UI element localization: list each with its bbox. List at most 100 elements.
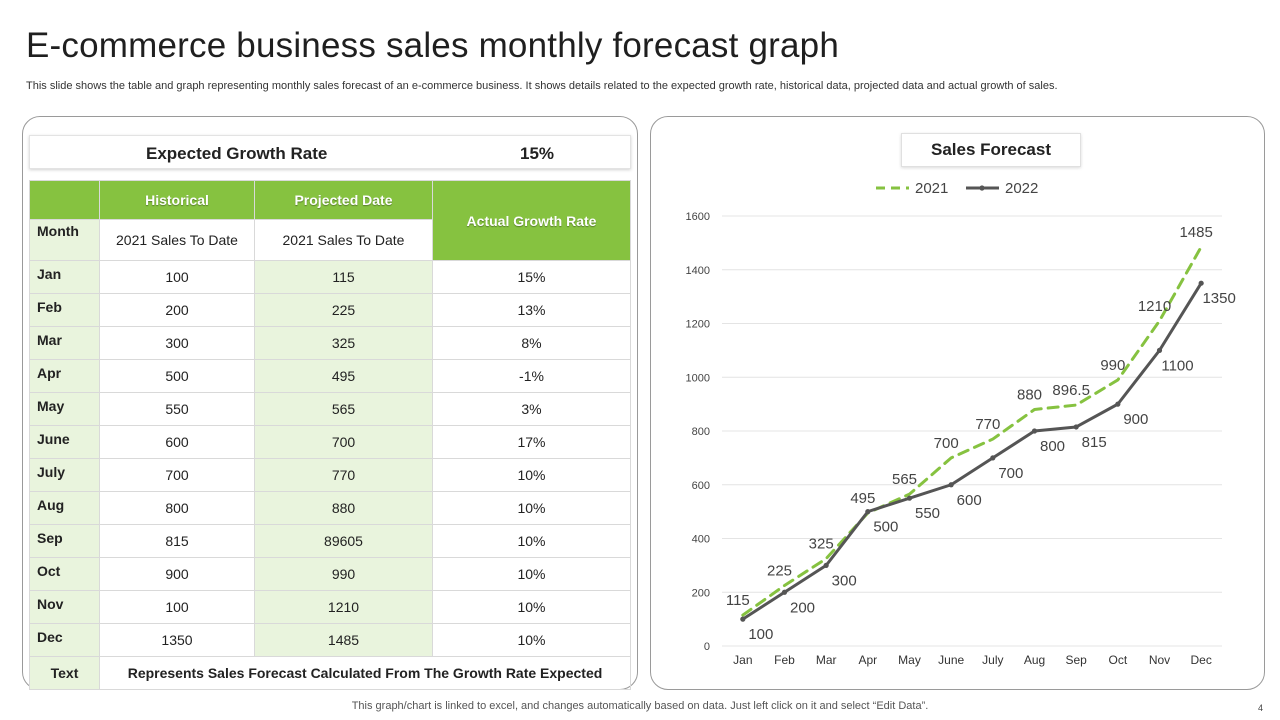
projected-cell: 225 [254,293,433,327]
month-cell: Nov [29,590,100,624]
month-cell: Sep [29,524,100,558]
projected-cell: 880 [254,491,433,525]
expected-growth-box: Expected Growth Rate 15% [29,135,631,169]
data-point-2022 [1031,428,1038,434]
table-row: Jan 100 115 15% [29,260,631,294]
actual-growth-cell: 10% [432,623,631,657]
table-row: Dec 1350 1485 10% [29,623,631,657]
legend-label-2022: 2022 [1005,180,1038,197]
data-label-2021: 495 [850,490,875,507]
header-historical: Historical [99,180,255,220]
historical-cell: 550 [99,392,255,426]
month-cell: July [29,458,100,492]
data-label-2021: 565 [892,471,917,488]
data-label-2022: 1100 [1161,357,1193,374]
data-label-2022: 300 [832,572,857,589]
header-actual-growth: Actual Growth Rate [432,180,631,261]
historical-cell: 700 [99,458,255,492]
data-point-2022 [990,455,996,461]
header-blank-cell [29,180,100,220]
table-row: Feb 200 225 13% [29,293,631,327]
projected-cell: 565 [254,392,433,426]
table-row: Apr 500 495 -1% [29,359,631,393]
header-sub-historical: 2021 Sales To Date [99,219,255,261]
month-cell: Jan [29,260,100,294]
projected-cell: 770 [254,458,433,492]
historical-cell: 1350 [99,623,255,657]
x-tick-label: Apr [858,653,877,667]
historical-cell: 900 [99,557,255,591]
projected-cell: 1210 [254,590,433,624]
header-month: Month [29,219,100,261]
y-tick-label: 600 [692,480,710,492]
data-label-2021: 880 [1017,387,1042,404]
data-label-2021: 896.5 [1052,382,1090,399]
chart-title: Sales Forecast [901,133,1081,167]
projected-cell: 990 [254,557,433,591]
x-tick-label: July [982,653,1003,667]
series-line-2021 [741,245,1203,617]
x-tick-label: May [898,653,921,667]
historical-cell: 600 [99,425,255,459]
actual-growth-cell: 10% [432,590,631,624]
actual-growth-cell: 10% [432,491,631,525]
data-label-2022: 700 [998,465,1023,482]
table-row: Aug 800 880 10% [29,491,631,525]
page-subtitle: This slide shows the table and graph rep… [26,80,1058,92]
x-tick-label: Mar [816,653,837,667]
data-label-2022: 100 [748,626,773,643]
series-line-2022 [741,281,1203,621]
projected-cell: 89605 [254,524,433,558]
chart-panel: Sales Forecast [650,116,1265,690]
month-cell: Feb [29,293,100,327]
footer-note: This graph/chart is linked to excel, and… [351,700,929,712]
historical-cell: 815 [99,524,255,558]
data-point-2022 [906,495,913,501]
x-tick-label: Sep [1065,653,1087,667]
table-row: Mar 300 325 8% [29,326,631,360]
data-point-2022 [1115,401,1121,407]
data-point-2022 [781,589,788,595]
header-sub-projected: 2021 Sales To Date [254,219,433,261]
x-tick-label: Feb [774,653,795,667]
data-point-2022 [1198,280,1204,286]
month-cell: Dec [29,623,100,657]
historical-cell: 500 [99,359,255,393]
text-row-label: Text [29,656,100,690]
actual-growth-cell: 8% [432,326,631,360]
month-cell: Mar [29,326,100,360]
y-tick-label: 1200 [686,319,710,331]
x-tick-label: Aug [1024,653,1045,667]
data-label-2022: 900 [1123,411,1148,428]
month-cell: Apr [29,359,100,393]
data-label-2021: 225 [767,563,792,580]
data-label-2021: 1210 [1138,298,1171,315]
data-point-2022 [865,509,871,515]
legend-label-2021: 2021 [915,180,948,197]
data-label-2022: 200 [790,599,815,616]
text-row-description: Represents Sales Forecast Calculated Fro… [99,656,631,690]
x-tick-label: June [938,653,964,667]
data-label-2021: 325 [809,536,834,553]
actual-growth-cell: 15% [432,260,631,294]
data-point-2022 [948,482,954,488]
x-tick-label: Nov [1149,653,1170,667]
x-tick-label: Jan [733,653,752,667]
page-title: E-commerce business sales monthly foreca… [26,26,839,65]
expected-growth-value: 15% [520,144,555,163]
data-label-2021: 115 [726,592,750,609]
y-tick-label: 1400 [686,265,710,277]
historical-cell: 800 [99,491,255,525]
actual-growth-cell: 10% [432,524,631,558]
sales-table: Historical Projected Date Actual Growth … [29,180,631,690]
data-label-2021: 990 [1100,357,1125,374]
y-tick-label: 0 [704,641,710,653]
data-label-2021: 770 [975,416,1000,433]
y-tick-label: 200 [692,587,710,599]
projected-cell: 115 [254,260,433,294]
data-label-2022: 550 [915,505,940,522]
data-label-2022: 500 [873,519,898,536]
data-label-2021: 700 [934,435,959,452]
text-row: Text Represents Sales Forecast Calculated… [29,656,631,690]
